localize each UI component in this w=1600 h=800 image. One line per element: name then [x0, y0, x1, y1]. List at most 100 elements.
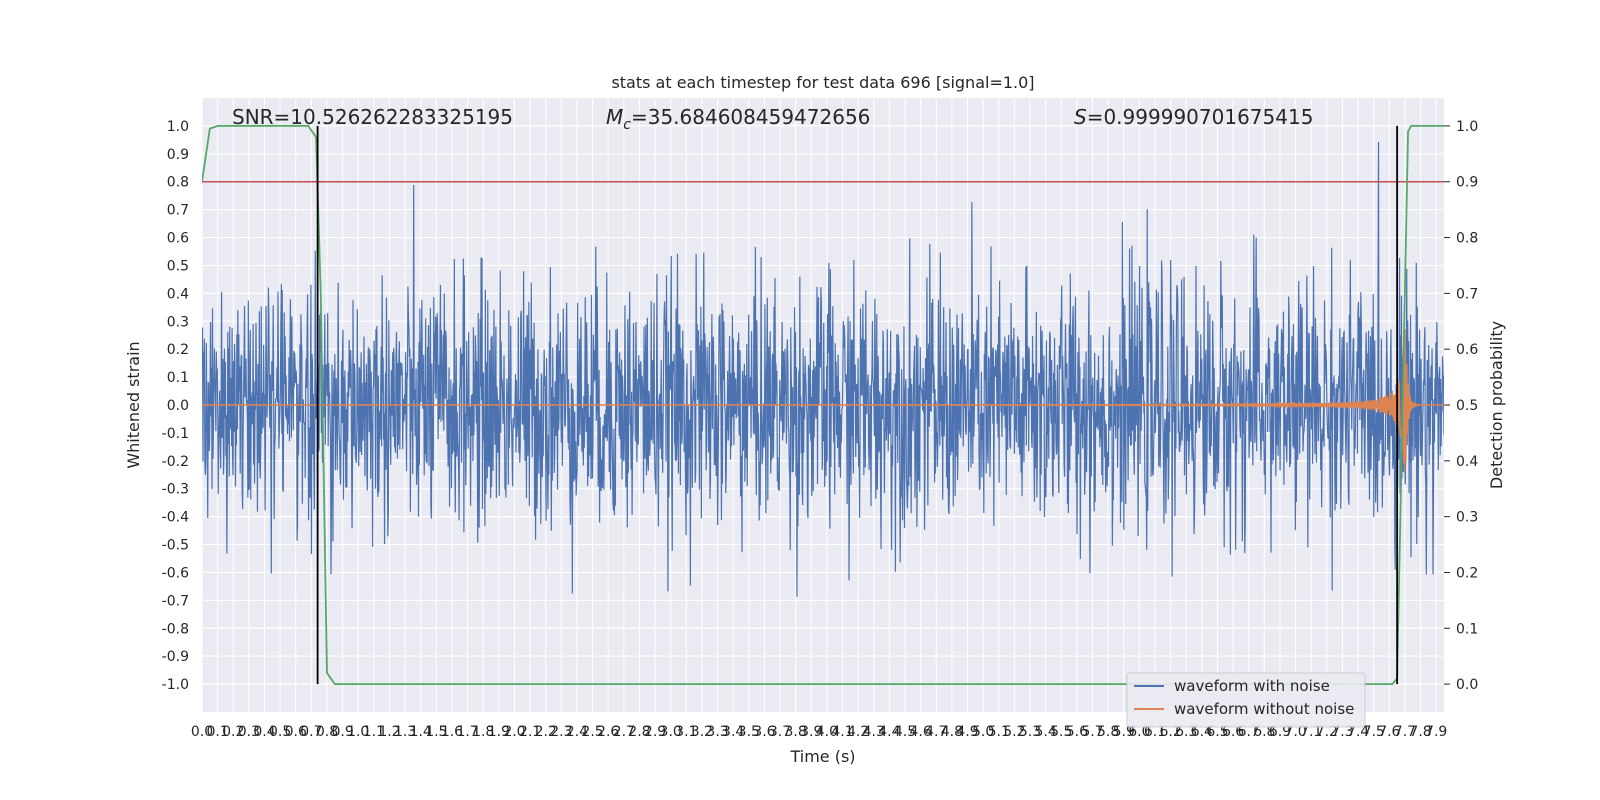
x-tick-label: 4.1 [831, 724, 853, 740]
y-tick-label: 0.5 [167, 258, 189, 274]
x-axis-label: Time (s) [789, 747, 855, 766]
y2-tick-label: 1.0 [1456, 119, 1478, 135]
y2-tick-labels: 1.0 0.9 0.8 0.7 0.6 0.5 0.4 0.3 0.2 0.1 0.0 [1444, 119, 1478, 693]
y-tick-label: 0.9 [167, 147, 189, 163]
x-tick-label: 5.5 [1050, 724, 1072, 740]
x-tick-label: 6.8 [1253, 724, 1275, 740]
x-tick-label: 0.9 [331, 724, 353, 740]
x-tick-label: 0.4 [253, 724, 275, 740]
legend-label-no-noise: waveform without noise [1174, 700, 1354, 718]
x-tick-label: 7.4 [1347, 724, 1369, 740]
y-tick-label: -0.5 [162, 538, 189, 554]
y-tick-label: -0.8 [162, 621, 189, 637]
x-tick-label: 1.0 [347, 724, 369, 740]
y-tick-label: 0.0 [167, 398, 189, 414]
legend: waveform with noise waveform without noi… [1126, 672, 1366, 728]
x-tick-label: 0.3 [238, 724, 260, 740]
y-axis-label: Whitened strain [124, 341, 143, 468]
y-tick-label: 0.7 [167, 203, 189, 219]
y2-tick-label: 0.3 [1456, 510, 1478, 526]
x-tick-label: 2.8 [628, 724, 650, 740]
y2-tick-label: 0.2 [1456, 565, 1478, 581]
y-tick-label: -0.3 [162, 482, 189, 498]
x-tick-label: 2.6 [597, 724, 619, 740]
series-detection-probability [202, 125, 1444, 685]
y-tick-label: -0.4 [162, 510, 189, 526]
x-tick-label: 3.5 [738, 724, 760, 740]
legend-label-noise: waveform with noise [1174, 677, 1330, 695]
series-waveform-without-noise [202, 329, 1444, 472]
x-tick-label: 3.8 [785, 724, 807, 740]
x-tick-label: 7.9 [1425, 724, 1447, 740]
y-tick-label: -0.6 [162, 565, 189, 581]
x-tick-label: 7.7 [1394, 724, 1416, 740]
x-tick-label: 0.0 [191, 724, 213, 740]
x-tick-label: 6.7 [1238, 724, 1260, 740]
x-tick-label: 5.2 [1003, 724, 1025, 740]
legend-box [1126, 672, 1366, 728]
x-tick-label: 7.3 [1331, 724, 1353, 740]
y-tick-label: 0.4 [167, 286, 189, 302]
x-tick-label: 7.5 [1363, 724, 1385, 740]
x-tick-label: 0.2 [222, 724, 244, 740]
x-tick-label: 0.6 [285, 724, 307, 740]
y2-tick-label: 0.8 [1456, 231, 1478, 247]
x-tick-label: 1.7 [456, 724, 478, 740]
x-tick-label: 7.1 [1300, 724, 1322, 740]
x-tick-label: 1.1 [363, 724, 385, 740]
x-tick-label: 3.2 [691, 724, 713, 740]
x-tick-label: 2.9 [644, 724, 666, 740]
x-tick-label: 2.4 [566, 724, 588, 740]
x-tick-label: 4.2 [847, 724, 869, 740]
x-tick-label: 6.3 [1175, 724, 1197, 740]
x-tick-label: 1.6 [441, 724, 463, 740]
x-tick-label: 0.5 [269, 724, 291, 740]
y2-tick-label: 0.1 [1456, 621, 1478, 637]
y2-tick-label: 0.0 [1456, 677, 1478, 693]
y-tick-label: -0.2 [162, 454, 189, 470]
score-annotation: S=0.999990701675415 [1074, 105, 1313, 129]
y-tick-label: -1.0 [162, 677, 189, 693]
y2-tick-label: 0.5 [1456, 398, 1478, 414]
x-tick-label: 5.4 [1034, 724, 1056, 740]
x-tick-label: 3.3 [706, 724, 728, 740]
x-tick-label: 2.0 [503, 724, 525, 740]
y2-tick-label: 0.4 [1456, 454, 1478, 470]
x-tick-label: 3.9 [800, 724, 822, 740]
chart-title: stats at each timestep for test data 696… [611, 73, 1034, 92]
x-tick-label: 2.3 [550, 724, 572, 740]
marker-lines [316, 125, 1399, 685]
x-tick-label: 6.2 [1159, 724, 1181, 740]
x-tick-label: 4.0 [816, 724, 838, 740]
x-tick-label: 6.0 [1128, 724, 1150, 740]
x-tick-label: 5.9 [1113, 724, 1135, 740]
series-waveform-with-noise [202, 141, 1444, 597]
x-tick-label: 4.7 [925, 724, 947, 740]
x-tick-label: 3.0 [660, 724, 682, 740]
x-tick-label: 0.8 [316, 724, 338, 740]
x-tick-label: 6.6 [1222, 724, 1244, 740]
y-tick-label: 0.6 [167, 231, 189, 247]
y-tick-label: -0.9 [162, 649, 189, 665]
x-tick-label: 0.7 [300, 724, 322, 740]
x-tick-label: 3.1 [675, 724, 697, 740]
x-tick-label: 2.5 [581, 724, 603, 740]
x-tick-label: 1.5 [425, 724, 447, 740]
x-tick-label: 2.7 [613, 724, 635, 740]
x-tick-labels: 0.00.10.20.30.40.50.60.70.80.91.01.11.21… [191, 724, 1447, 740]
y-tick-labels: 1.0 0.9 0.8 0.7 0.6 0.5 0.4 0.3 0.2 0.1 0.0 -0.1 -0.… [162, 119, 189, 693]
y-tick-label: 0.3 [167, 314, 189, 330]
x-tick-label: 5.7 [1081, 724, 1103, 740]
x-tick-label: 4.4 [878, 724, 900, 740]
x-tick-label: 6.5 [1206, 724, 1228, 740]
x-tick-label: 1.8 [472, 724, 494, 740]
x-tick-label: 6.4 [1191, 724, 1213, 740]
x-tick-label: 5.1 [988, 724, 1010, 740]
y2-axis-label: Detection probability [1487, 321, 1506, 489]
y-tick-label: -0.7 [162, 593, 189, 609]
x-tick-label: 4.9 [956, 724, 978, 740]
x-tick-label: 5.0 [972, 724, 994, 740]
y2-tick-label: 0.7 [1456, 286, 1478, 302]
x-tick-label: 5.6 [1066, 724, 1088, 740]
